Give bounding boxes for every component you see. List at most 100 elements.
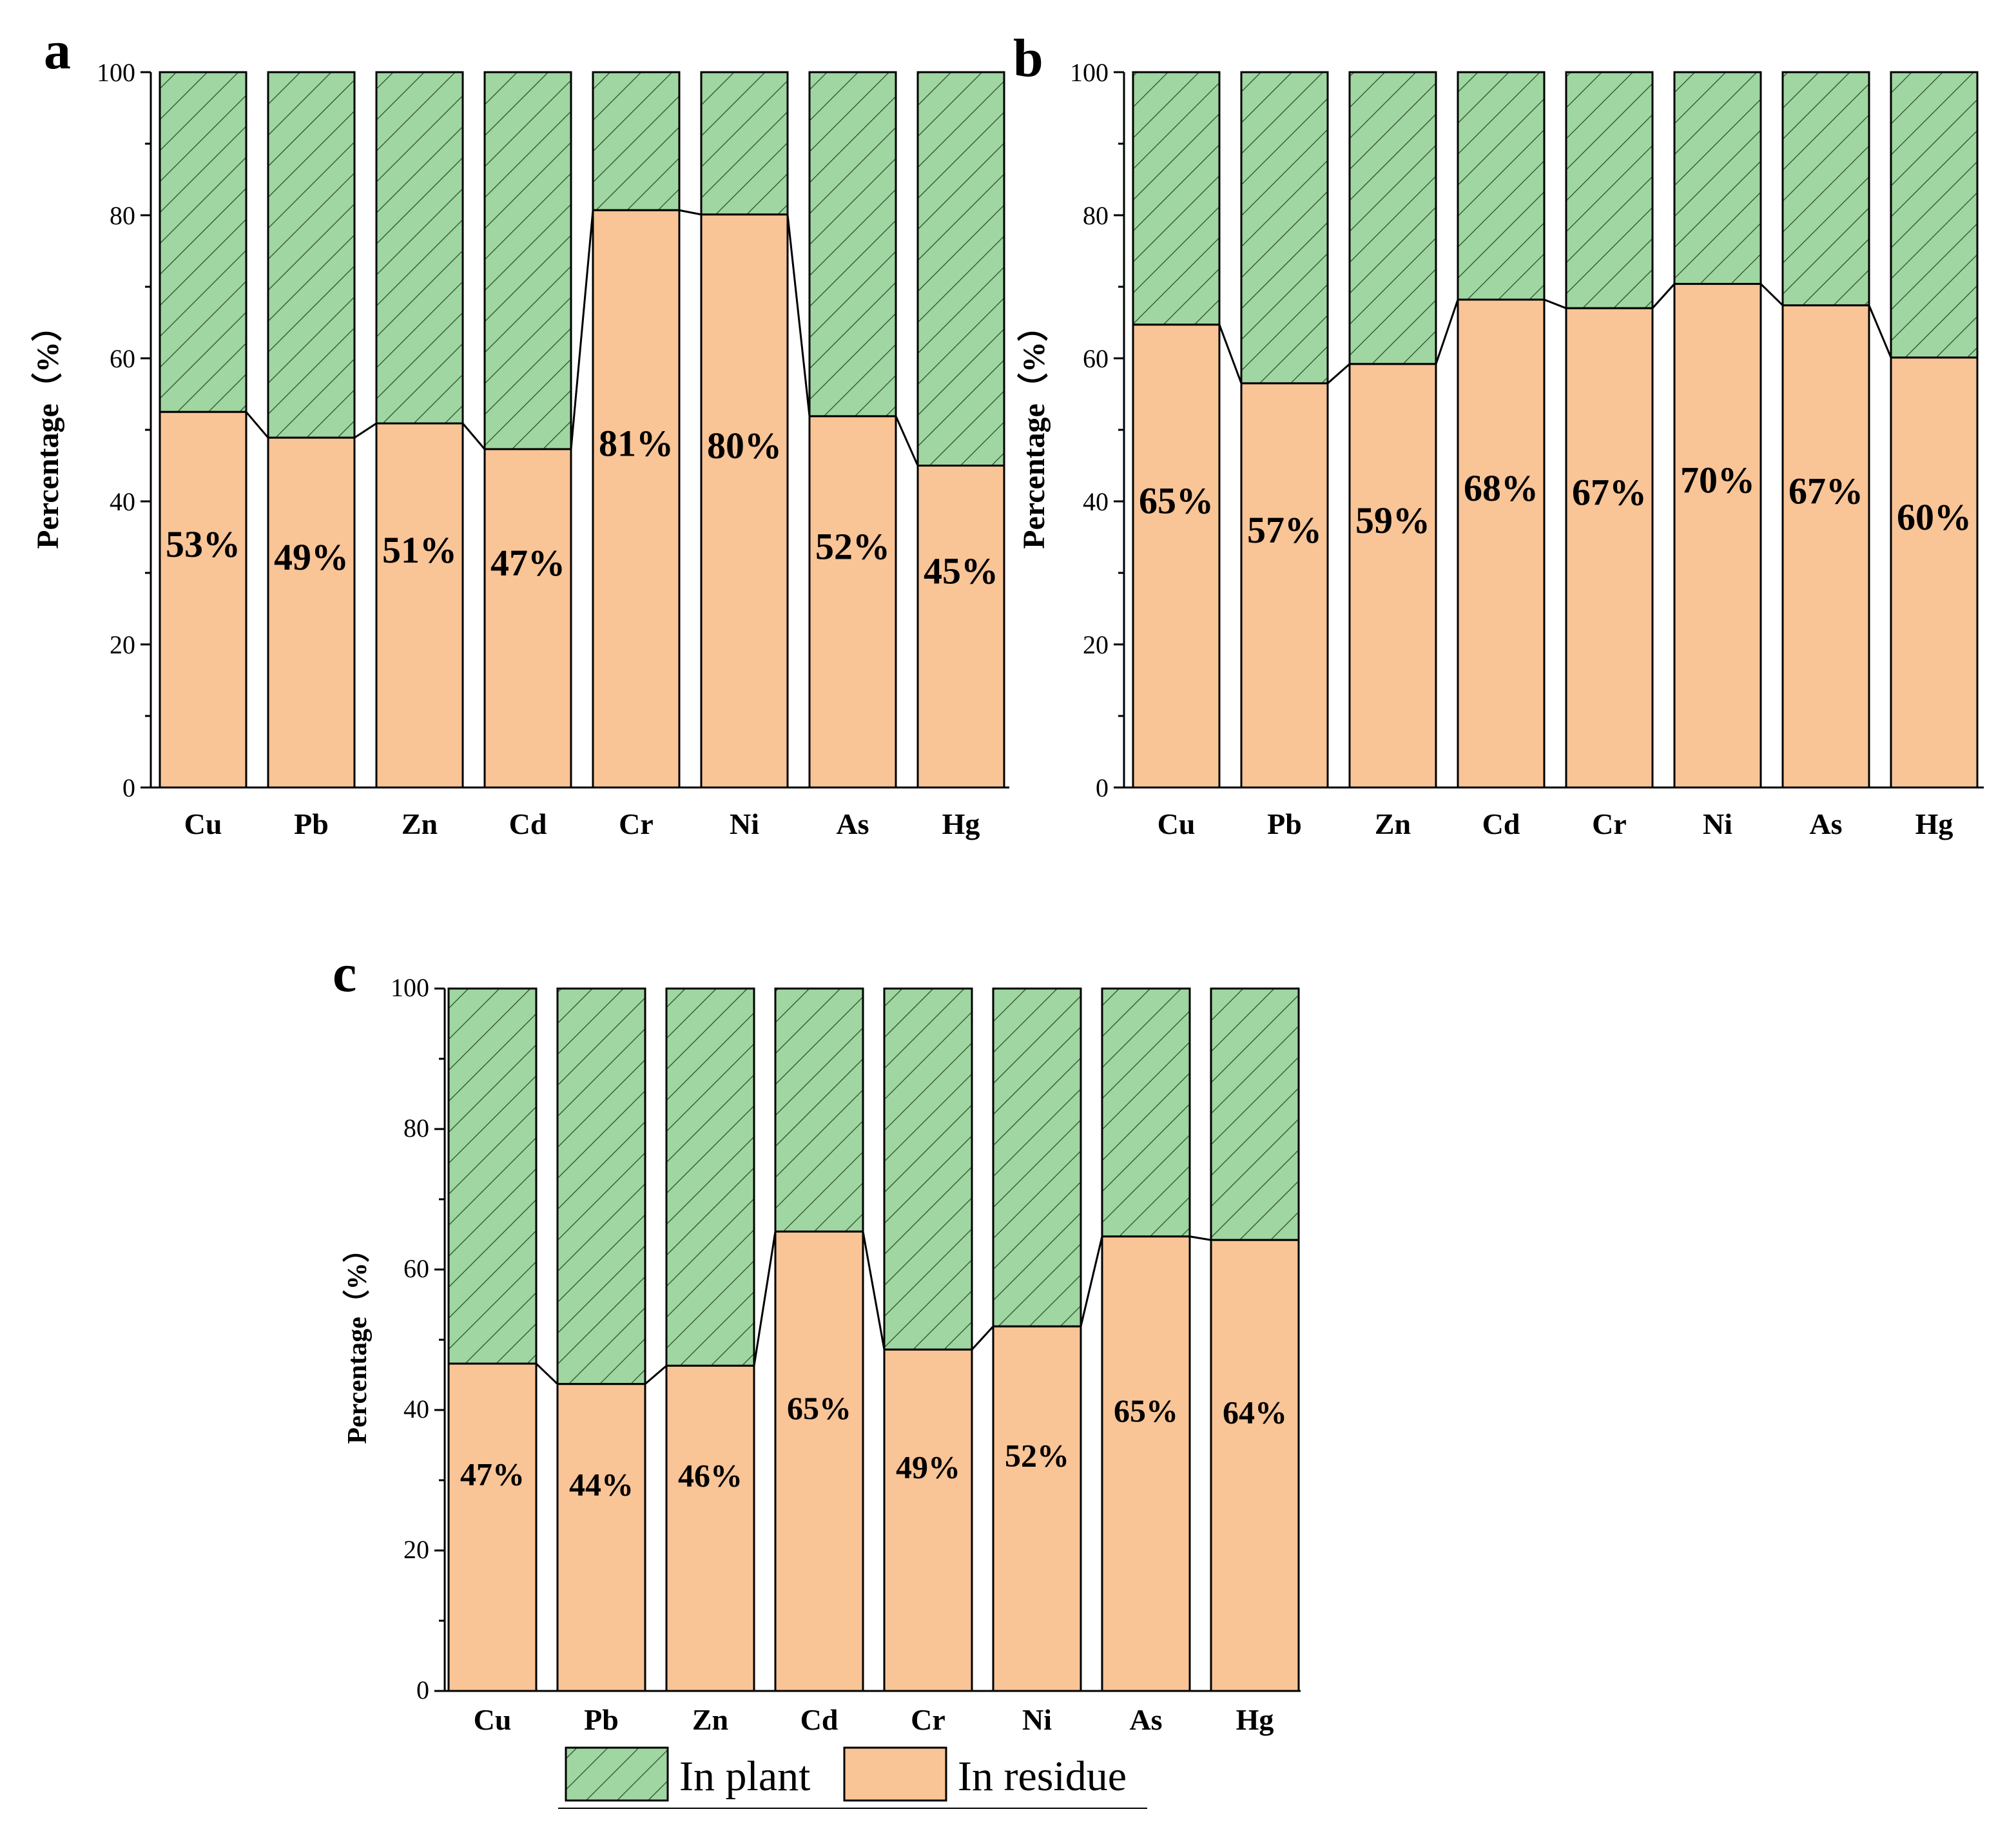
y-tick-label: 0 [1096, 773, 1109, 802]
bar-residue-cr [1565, 307, 1654, 789]
connector-line [461, 423, 486, 450]
x-tick-label-cd: Cd [800, 1703, 838, 1736]
bar-plant-hg [916, 71, 1005, 467]
panel-a: a 0 20 40 60 80 100 Cu Pb Zn Cd Cr Ni As Hg 53% 49% 51% 4… [31, 21, 1009, 840]
x-tick-label-cu: Cu [1158, 807, 1196, 840]
bar-plant-as [808, 71, 897, 418]
bar-residue-cd [774, 1230, 864, 1692]
bar-plant-zn [665, 987, 755, 1367]
x-tick-label-cu: Cu [184, 807, 222, 840]
data-label-ni: 80% [707, 425, 782, 467]
connector-line [1544, 298, 1567, 309]
bar-residue-cr [883, 1348, 973, 1692]
bar-residue-hg [1890, 356, 1979, 789]
y-axis-label: Percentage（%） [1017, 311, 1051, 549]
y-tick-label: 20 [110, 630, 135, 659]
y-tick-label: 80 [403, 1114, 429, 1143]
connector-line [535, 1362, 559, 1385]
bar-residue-cu [447, 1362, 538, 1692]
bar-plant-zn [375, 71, 464, 425]
panel-c-letter: c [333, 943, 356, 1003]
y-tick-label: 80 [110, 201, 135, 230]
x-tick-label-as: As [1129, 1703, 1162, 1736]
bar-residue-pb [556, 1383, 646, 1692]
bar-residue-cd [483, 448, 572, 789]
x-tick-label-ni: Ni [730, 807, 759, 840]
y-tick-label: 100 [1070, 58, 1109, 87]
x-tick-label-cr: Cr [619, 807, 654, 840]
data-label-cu: 65% [1139, 479, 1214, 521]
bar-residue-zn [375, 422, 464, 789]
connector-line [971, 1326, 994, 1351]
bar-plant-cr [592, 71, 681, 211]
y-tick-label: 60 [403, 1254, 429, 1283]
bar-plant-cr [1565, 71, 1654, 309]
x-tick-label-cr: Cr [1592, 807, 1627, 840]
bar-plant-cr [883, 987, 973, 1351]
bar-residue-cu [1132, 323, 1221, 789]
panel-b-letter: b [1013, 28, 1043, 88]
bar-residue-ni [700, 213, 789, 789]
y-axis-label: Percentage（%） [342, 1235, 373, 1444]
data-label-as: 67% [1788, 470, 1863, 512]
y-tick-label: 0 [122, 773, 135, 802]
x-tick-label-cr: Cr [911, 1703, 945, 1736]
data-label-pb: 44% [569, 1466, 634, 1502]
connector-line [753, 1231, 777, 1366]
bar-plant-ni [992, 987, 1082, 1328]
connector-line [1327, 363, 1350, 384]
bar-plant-as [1101, 987, 1191, 1238]
bar-plant-pb [1240, 71, 1329, 385]
data-label-hg: 60% [1897, 496, 1972, 538]
connector-line [895, 416, 919, 467]
x-tick-label-hg: Hg [1236, 1703, 1274, 1736]
bar-residue-as [1781, 304, 1870, 789]
data-label-hg: 64% [1223, 1395, 1287, 1431]
y-tick-label: 40 [403, 1395, 429, 1424]
connector-line [1868, 305, 1892, 358]
bar-plant-cu [447, 987, 538, 1365]
panel-b: b 0 20 40 60 80 100 Cu Pb Zn Cd Cr Ni As Hg 65% 57% 59% 6… [1013, 28, 1984, 840]
data-label-pb: 57% [1247, 509, 1322, 551]
data-label-hg: 45% [924, 550, 998, 592]
bar-residue-pb [267, 436, 356, 789]
y-tick-label: 80 [1083, 201, 1109, 230]
connector-line [786, 214, 811, 417]
connector-line [1080, 1236, 1103, 1327]
connector-line [1218, 324, 1243, 384]
data-label-ni: 52% [1005, 1438, 1069, 1474]
legend: In plant In residue [558, 1746, 1147, 1809]
connector-line [1435, 299, 1459, 365]
bar-residue-cu [159, 410, 247, 789]
legend-plant-label: In plant [679, 1753, 810, 1800]
y-tick-label: 40 [1083, 487, 1109, 516]
legend-residue-swatch [843, 1746, 947, 1802]
legend-plant-swatch [565, 1746, 669, 1802]
bar-residue-hg [916, 465, 1005, 789]
data-label-cr: 81% [599, 423, 674, 465]
bar-residue-as [808, 415, 897, 789]
data-label-zn: 51% [382, 529, 457, 571]
connector-line [679, 209, 702, 216]
bar-plant-ni [1673, 71, 1762, 285]
bar-residue-as [1101, 1235, 1191, 1692]
bar-residue-cd [1457, 298, 1546, 789]
y-tick-label: 20 [1083, 630, 1109, 659]
connector-line [862, 1231, 886, 1350]
bar-plant-as [1781, 71, 1870, 307]
bar-plant-zn [1348, 71, 1437, 365]
bar-residue-pb [1240, 382, 1329, 789]
data-label-cr: 67% [1572, 472, 1647, 514]
bar-plant-ni [700, 71, 789, 216]
y-tick-label: 20 [403, 1535, 429, 1564]
x-tick-label-cd: Cd [509, 807, 547, 840]
x-tick-label-pb: Pb [584, 1703, 619, 1736]
bar-plant-hg [1210, 987, 1300, 1241]
bar-plant-cd [774, 987, 864, 1233]
x-tick-label-cu: Cu [474, 1703, 512, 1736]
bar-residue-zn [1348, 363, 1437, 789]
bar-residue-hg [1210, 1239, 1300, 1692]
bar-residue-cr [592, 209, 681, 789]
panel-a-letter: a [44, 21, 71, 81]
